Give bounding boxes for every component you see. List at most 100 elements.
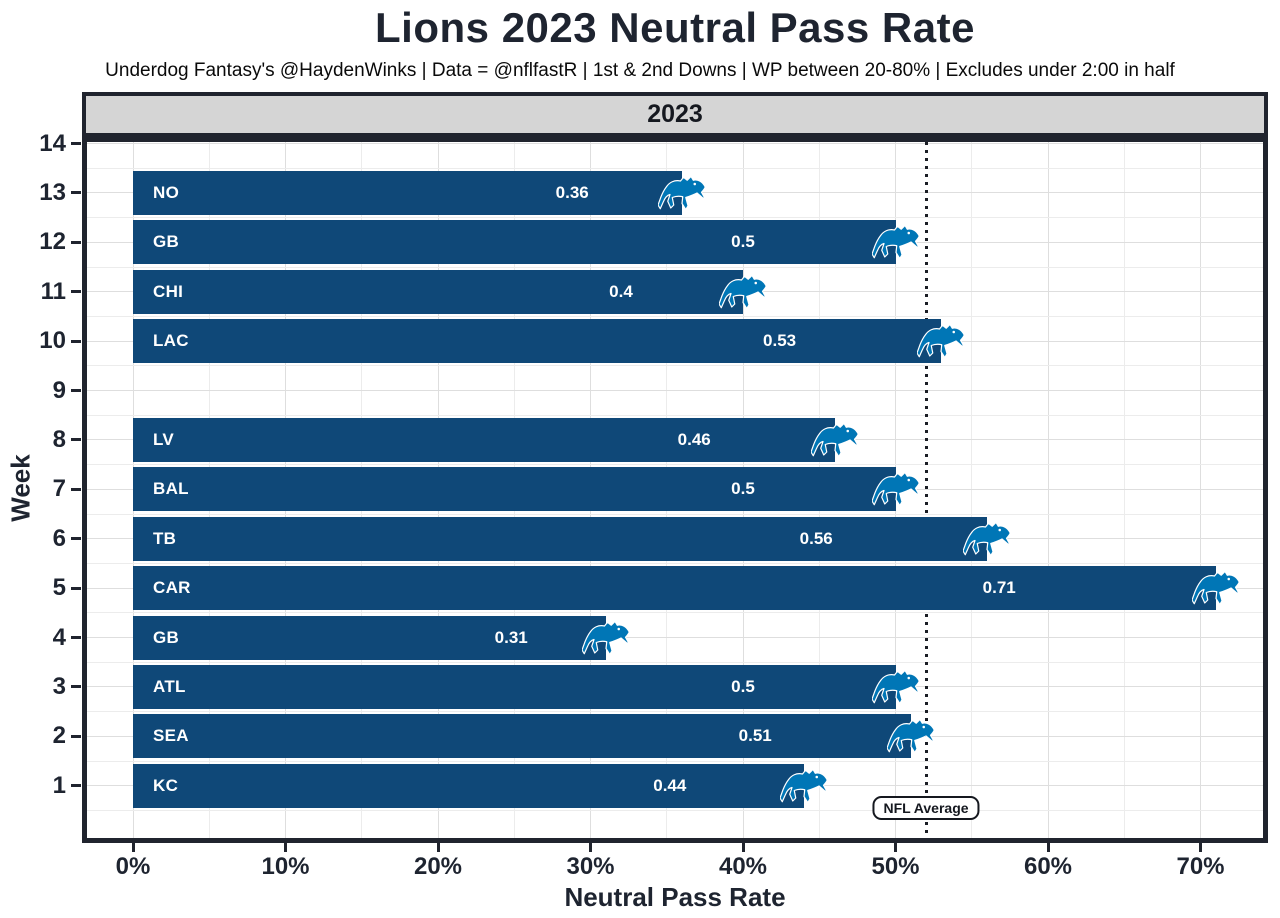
grid-line-horizontal [87,365,1263,367]
bar-week-13: NO 0.36 [133,170,706,215]
facet-strip: 2023 [82,92,1268,137]
y-tick-label: 5 [52,574,66,602]
y-tick-mark [71,438,81,442]
y-tick-mark [71,685,81,689]
plot-area: NO 0.36 GB 0.5 CHI 0.4 LAC 0.53 LV 0.46 BAL 0.5 TB 0.… [87,142,1263,838]
detroit-lions-logo-icon [870,224,920,260]
grid-line-horizontal [87,562,1263,564]
x-tick-mark [1199,843,1202,852]
bar-week-7: BAL 0.5 [133,467,920,512]
bar-value-label: 0.53 [763,331,797,351]
grid-line-vertical [1200,142,1201,838]
y-tick-mark [71,734,81,738]
y-tick-label: 14 [39,129,66,157]
bar-opponent-label: LAC [153,331,189,351]
x-tick-mark [131,843,135,852]
y-tick-mark [71,191,81,195]
bar-opponent-label: SEA [153,726,189,746]
plot-panel: NO 0.36 GB 0.5 CHI 0.4 LAC 0.53 LV 0.46 BAL 0.5 TB 0.… [82,137,1268,843]
detroit-lions-logo-icon [870,669,920,705]
page-title: Lions 2023 Neutral Pass Rate [375,4,975,51]
grid-line-vertical [971,142,973,838]
x-tick-mark [894,843,897,852]
bar-opponent-label: NO [153,182,180,202]
nfl-average-label: NFL Average [872,796,980,820]
bar-opponent-label: TB [153,528,177,548]
bar-opponent-label: GB [153,232,180,252]
x-tick-label: 10% [261,853,310,880]
y-tick-mark [71,290,81,294]
grid-line-horizontal [87,414,1263,416]
bar-opponent-label: GB [153,627,180,647]
facet-strip-label: 2023 [647,100,703,128]
grid-line-vertical [1123,142,1125,838]
bar-week-2: SEA 0.51 [133,714,935,759]
y-tick-mark [71,487,81,491]
y-tick-label: 8 [52,425,66,453]
x-axis-title: Neutral Pass Rate [564,882,786,912]
y-tick-label: 12 [39,228,66,256]
grid-line-horizontal [87,464,1263,466]
x-tick-mark [436,843,440,852]
grid-line-horizontal [87,390,1263,391]
bar-opponent-label: CHI [153,281,184,301]
y-tick-mark [71,389,81,392]
bar-opponent-label: CAR [153,578,191,598]
grid-line-horizontal [87,711,1263,713]
grid-line-horizontal [87,661,1263,663]
y-axis-title: Week [5,454,36,522]
y-tick-label: 11 [40,277,66,305]
grid-line-horizontal [87,266,1263,268]
bar-week-10: LAC 0.53 [133,319,966,364]
y-tick-mark [71,339,81,343]
x-tick-label: 70% [1176,853,1225,880]
x-tick-label: 0% [115,853,151,880]
bar-week-5: CAR 0.71 [133,566,1240,611]
detroit-lions-logo-icon [962,521,1011,557]
bar-value-label: 0.5 [731,232,755,252]
grid-line-horizontal [87,143,1263,144]
bar-value-label: 0.46 [677,429,711,449]
y-tick-label: 9 [52,376,66,404]
detroit-lions-logo-icon [886,718,935,754]
x-tick-label: 60% [1023,853,1073,880]
bar-value-label: 0.5 [731,479,755,499]
bar-value-label: 0.36 [555,182,589,202]
y-tick-mark [71,537,81,541]
y-tick-mark [71,240,81,244]
grid-line-horizontal [87,217,1263,219]
y-tick-mark [71,142,81,145]
y-tick-label: 6 [52,524,66,552]
bar-week-12: GB 0.5 [133,220,920,265]
bar-value-label: 0.56 [799,528,833,548]
x-tick-label: 20% [413,853,463,880]
y-tick-label: 2 [52,722,66,750]
x-tick-mark [589,843,592,852]
bar-week-11: CHI 0.4 [133,269,767,314]
bar-value-label: 0.71 [982,578,1016,598]
bar-opponent-label: LV [153,429,175,449]
detroit-lions-logo-icon [1191,570,1240,606]
x-tick-label: 50% [871,853,920,880]
y-tick-mark [71,636,81,639]
x-tick-label: 30% [566,853,615,880]
bar-opponent-label: KC [153,775,179,795]
detroit-lions-logo-icon [657,175,706,211]
bar-opponent-label: ATL [153,676,186,696]
detroit-lions-logo-icon [809,422,859,458]
grid-line-horizontal [87,809,1263,811]
y-tick-label: 3 [52,672,66,700]
bar-week-1: KC 0.44 [133,763,828,808]
detroit-lions-logo-icon [870,471,920,507]
grid-line-vertical [1047,142,1049,838]
x-tick-mark [741,843,745,852]
grid-line-horizontal [87,760,1263,762]
y-tick-label: 10 [39,327,66,355]
bar-value-label: 0.31 [494,627,528,647]
y-tick-label: 4 [52,623,66,651]
nfl-average-line [924,142,928,838]
bar-value-label: 0.44 [653,775,687,795]
y-tick-label: 7 [52,475,66,503]
y-tick-mark [71,784,81,788]
